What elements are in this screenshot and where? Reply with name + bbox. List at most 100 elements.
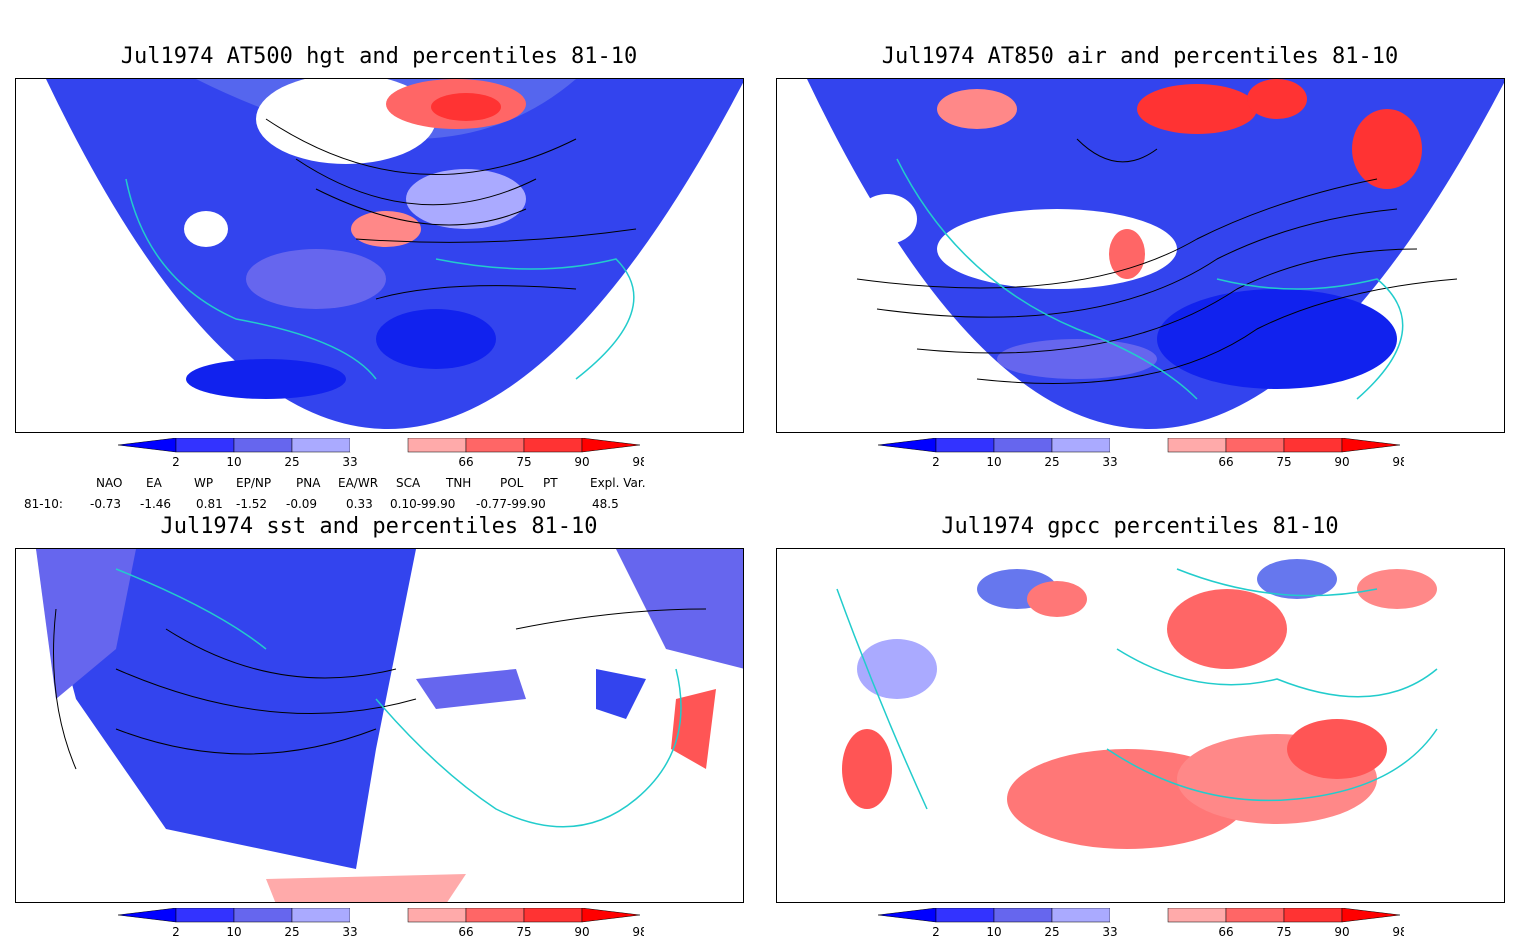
idx-header-explvar: Expl. Var. [590, 476, 646, 490]
colorbar-arrow-low [118, 438, 177, 453]
idx-value-pna: -0.09 [286, 497, 318, 511]
idx-value-eawr: 0.33 [346, 497, 373, 511]
map-gpcc [776, 548, 1505, 903]
colorbar-air: 2 10 25 33 66 75 90 98 [878, 438, 1404, 469]
colorbar-tick-label: 10 [986, 455, 1001, 469]
colorbar-segment [291, 908, 351, 923]
idx-header-ea: EA [146, 476, 162, 490]
colorbar-segment [465, 908, 525, 923]
colorbar-tick-label: 98 [632, 455, 644, 469]
map-air [776, 78, 1505, 433]
idx-row-label: 81-10: [24, 497, 63, 511]
colorbar-tick-label: 10 [986, 925, 1001, 939]
colorbar-arrow-low [118, 908, 177, 923]
panel-title-sst: Jul1974 sst and percentiles 81-10 [160, 514, 598, 539]
colorbar-segment [1167, 908, 1227, 923]
colorbar-tick-label: 66 [458, 455, 473, 469]
colorbar-arrow-low [878, 438, 937, 453]
idx-header-wp: WP [194, 476, 214, 490]
colorbar-tick-label: 2 [932, 925, 940, 939]
colorbar-tick-label: 75 [516, 455, 531, 469]
idx-value-explvar: 48.5 [592, 497, 619, 511]
idx-value-sca: 0.10-99.90 [390, 497, 456, 511]
map-hgt [15, 78, 744, 433]
colorbar-segment [935, 908, 995, 923]
colorbar-tick-label: 75 [1276, 925, 1291, 939]
idx-header-tnh: TNH [446, 476, 472, 490]
colorbar-segment [523, 438, 583, 453]
colorbar-segment [407, 908, 467, 923]
idx-header-nao: NAO [96, 476, 123, 490]
colorbar-segment [1051, 438, 1111, 453]
colorbar-tick-label: 90 [1334, 925, 1349, 939]
colorbar-tick-label: 2 [172, 455, 180, 469]
colorbar-segment [291, 438, 351, 453]
colorbar-segment [407, 438, 467, 453]
colorbar-arrow-high [1341, 908, 1401, 923]
colorbar-tick-label: 25 [284, 925, 299, 939]
colorbar-segment [523, 908, 583, 923]
colorbar-segment [233, 908, 293, 923]
colorbar-tick-label: 90 [1334, 455, 1349, 469]
colorbar-tick-label: 10 [226, 925, 241, 939]
idx-header-pol: POL [500, 476, 524, 490]
colorbar-tick-label: 33 [342, 455, 357, 469]
colorbar-tick-label: 75 [1276, 455, 1291, 469]
idx-header-sca: SCA [396, 476, 421, 490]
idx-header-pt: PT [543, 476, 558, 490]
colorbar-segment [1283, 438, 1343, 453]
colorbar-segment [175, 438, 235, 453]
colorbar-tick-label: 98 [1392, 455, 1404, 469]
colorbar-sst: 2 10 25 33 66 75 90 98 [118, 908, 644, 939]
idx-header-eawr: EA/WR [338, 476, 379, 490]
colorbar-segment [175, 908, 235, 923]
colorbar-tick-label: 98 [1392, 925, 1404, 939]
colorbar-tick-label: 33 [1102, 925, 1117, 939]
colorbar-tick-label: 33 [342, 925, 357, 939]
colorbar-tick-label: 33 [1102, 455, 1117, 469]
colorbar-tick-label: 2 [932, 455, 940, 469]
colorbar-arrow-high [581, 908, 641, 923]
idx-value-epnp: -1.52 [236, 497, 268, 511]
colorbar-segment [1225, 908, 1285, 923]
colorbar-arrow-high [1341, 438, 1401, 453]
colorbar-tick-label: 90 [574, 455, 589, 469]
colorbar-segment [1225, 438, 1285, 453]
colorbar-tick-label: 90 [574, 925, 589, 939]
idx-value-wp: 0.81 [196, 497, 223, 511]
colorbar-tick-label: 10 [226, 455, 241, 469]
idx-header-pna: PNA [296, 476, 321, 490]
idx-value-tnh-pol: -0.77-99.90 [476, 497, 546, 511]
panel-title-air: Jul1974 AT850 air and percentiles 81-10 [881, 44, 1399, 69]
colorbar-segment [1051, 908, 1111, 923]
idx-value-ea: -1.46 [140, 497, 172, 511]
colorbar-segment [1283, 908, 1343, 923]
colorbar-segment [350, 438, 408, 452]
colorbar-segment [1167, 438, 1227, 453]
colorbar-tick-label: 66 [458, 925, 473, 939]
colorbar-tick-label: 66 [1218, 925, 1233, 939]
colorbar-tick-label: 25 [284, 455, 299, 469]
panel-title-hgt: Jul1974 AT500 hgt and percentiles 81-10 [120, 44, 638, 69]
colorbar-segment [465, 438, 525, 453]
colorbar-hgt: 2 10 25 33 66 75 90 98 [118, 438, 644, 469]
colorbar-gpcc: 2 10 25 33 66 75 90 98 [878, 908, 1404, 939]
colorbar-tick-label: 25 [1044, 455, 1059, 469]
colorbar-segment [1110, 908, 1168, 922]
colorbar-tick-label: 2 [172, 925, 180, 939]
colorbar-tick-label: 75 [516, 925, 531, 939]
idx-header-epnp: EP/NP [236, 476, 272, 490]
colorbar-tick-label: 25 [1044, 925, 1059, 939]
colorbar-segment [935, 438, 995, 453]
colorbar-segment [1110, 438, 1168, 452]
colorbar-arrow-high [581, 438, 641, 453]
map-sst [15, 548, 744, 903]
colorbar-segment [993, 438, 1053, 453]
colorbar-segment [350, 908, 408, 922]
panel-title-gpcc: Jul1974 gpcc percentiles 81-10 [941, 514, 1339, 539]
colorbar-tick-label: 66 [1218, 455, 1233, 469]
colorbar-segment [233, 438, 293, 453]
colorbar-tick-label: 98 [632, 925, 644, 939]
idx-value-nao: -0.73 [90, 497, 122, 511]
colorbar-segment [993, 908, 1053, 923]
